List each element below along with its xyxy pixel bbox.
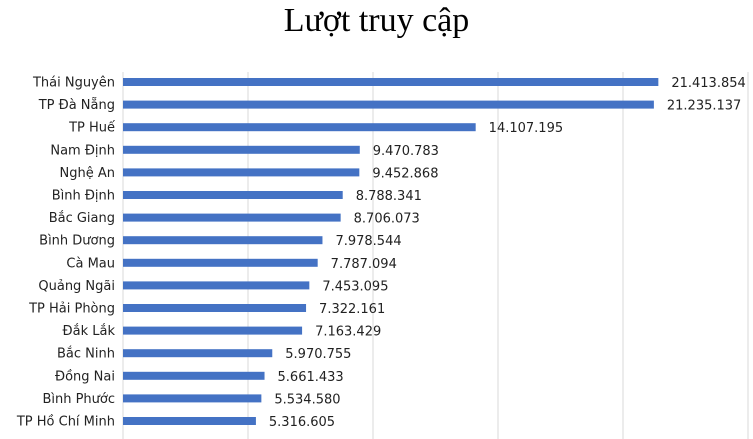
value-labels: 21.413.854 21.235.137 14.107.195 9.470.783 9… (269, 76, 746, 430)
value-label: 7.787.094 (331, 257, 397, 272)
category-labels: Thái Nguyên TP Đà Nẵng TP Huế Nam Định Nghệ … (16, 76, 116, 430)
bar (123, 371, 265, 380)
value-label: 9.452.868 (372, 166, 438, 181)
category-label: Bắc Ninh (57, 347, 115, 362)
value-label: 9.470.783 (373, 144, 439, 159)
value-label: 7.163.429 (315, 325, 381, 340)
bar (123, 168, 360, 177)
category-label: Đắk Lắk (63, 324, 116, 339)
category-label: Thái Nguyên (32, 76, 115, 91)
value-label: 5.316.605 (269, 415, 335, 430)
category-label: Quảng Ngãi (38, 279, 115, 294)
bar (123, 100, 654, 109)
bar (123, 213, 341, 222)
category-label: Đồng Nai (55, 369, 115, 384)
category-label: Nam Định (50, 143, 115, 158)
bar (123, 394, 262, 403)
value-label: 7.978.544 (335, 234, 401, 249)
value-label: 5.661.433 (278, 370, 344, 385)
bar (123, 145, 360, 154)
category-label: Bình Định (52, 189, 115, 204)
gridlines (122, 72, 749, 439)
value-label: 7.322.161 (319, 302, 385, 317)
value-label: 8.706.073 (354, 212, 420, 227)
bars (123, 78, 659, 425)
value-label: 7.453.095 (322, 279, 388, 294)
category-label: TP Huế (68, 121, 115, 136)
bar (123, 304, 307, 312)
bar (123, 236, 323, 245)
bar (123, 349, 273, 358)
value-label: 8.788.341 (356, 189, 422, 204)
category-label: Cà Mau (66, 256, 115, 271)
bar (123, 191, 343, 199)
value-label: 21.413.854 (671, 76, 745, 91)
bar (123, 281, 310, 290)
category-label: TP Hải Phòng (28, 302, 115, 317)
value-label: 5.970.755 (285, 347, 351, 362)
value-label: 21.235.137 (667, 99, 741, 114)
value-label: 5.534.580 (274, 392, 340, 407)
bar (123, 417, 256, 425)
bar (123, 123, 476, 132)
category-label: Bình Dương (39, 234, 115, 249)
category-label: Bình Phước (42, 392, 115, 407)
bar (123, 326, 303, 335)
category-label: TP Đà Nẵng (38, 98, 115, 113)
chart-title: Lượt truy cập (283, 2, 470, 39)
category-label: Bắc Giang (49, 211, 115, 226)
value-label: 14.107.195 (489, 121, 563, 136)
bar (123, 78, 659, 86)
bar (123, 258, 318, 267)
category-label: TP Hồ Chí Minh (16, 415, 115, 430)
category-label: Nghệ An (60, 166, 115, 181)
